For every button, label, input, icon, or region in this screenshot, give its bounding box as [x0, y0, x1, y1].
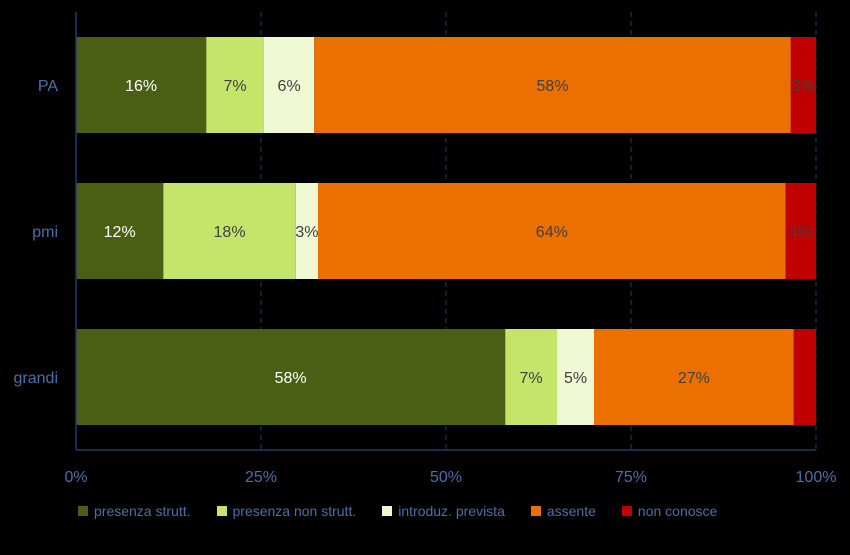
data-label: 7%: [520, 370, 543, 387]
data-label: 5%: [564, 370, 587, 387]
x-tick-label: 75%: [615, 469, 647, 486]
bar-segment: [317, 183, 786, 279]
data-label: 58%: [537, 78, 569, 95]
data-label: 18%: [214, 224, 246, 241]
legend-swatch: [530, 506, 541, 516]
category-label: PA: [38, 78, 58, 95]
legend-swatch: [382, 506, 393, 516]
bar-segment: [793, 329, 816, 425]
x-tick-label: 0%: [64, 469, 87, 486]
legend: presenza strutt. presenza non strutt. intr…: [78, 503, 743, 519]
bar-segment: [76, 37, 207, 133]
legend-label: presenza strutt.: [94, 503, 191, 519]
data-label: 3%: [792, 78, 815, 95]
bar-segment: [557, 329, 594, 425]
legend-label: presenza non strutt.: [232, 503, 357, 519]
data-label: 16%: [125, 78, 157, 95]
data-label: 58%: [275, 370, 307, 387]
data-label: 27%: [678, 370, 710, 387]
x-tick-label: 100%: [796, 469, 837, 486]
bar-segment: [295, 183, 318, 279]
category-label: grandi: [14, 370, 58, 387]
legend-label: assente: [546, 503, 596, 519]
legend-label: introduz. prevista: [398, 503, 505, 519]
bar-segment: [263, 37, 315, 133]
bar-segment: [76, 329, 506, 425]
legend-item: non conosce: [621, 503, 718, 519]
data-label: 4%: [789, 224, 812, 241]
bar-segment: [76, 183, 164, 279]
legend-label: non conosce: [637, 503, 718, 519]
legend-swatch: [78, 506, 88, 516]
category-label: pmi: [32, 224, 58, 241]
data-label: 64%: [536, 224, 568, 241]
legend-swatch: [216, 506, 227, 516]
axes: 0% 25% 50% 75% 100% PA pmi grandi: [14, 12, 837, 486]
x-tick-label: 25%: [245, 469, 277, 486]
data-label: 12%: [104, 224, 136, 241]
bar-segment: [163, 183, 296, 279]
bar-segment: [505, 329, 557, 425]
bar-segment: [206, 37, 264, 133]
legend-item: introduz. prevista: [382, 503, 505, 519]
x-tick-label: 50%: [430, 469, 462, 486]
legend-item: presenza non strutt.: [216, 503, 357, 519]
legend-item: assente: [530, 503, 596, 519]
data-label: 7%: [224, 78, 247, 95]
data-label: 6%: [278, 78, 301, 95]
bar-segment: [594, 329, 794, 425]
bars: 16% 7% 6% 58% 3% 12% 18% 3% 64% 4% 58% 7% 5% 27%: [76, 37, 816, 425]
bar-segment: [314, 37, 791, 133]
data-label: 3%: [295, 224, 318, 241]
bar-segment: [790, 37, 816, 133]
legend-swatch: [621, 506, 632, 516]
bar-segment: [785, 183, 816, 279]
legend-item: presenza strutt.: [78, 503, 191, 519]
